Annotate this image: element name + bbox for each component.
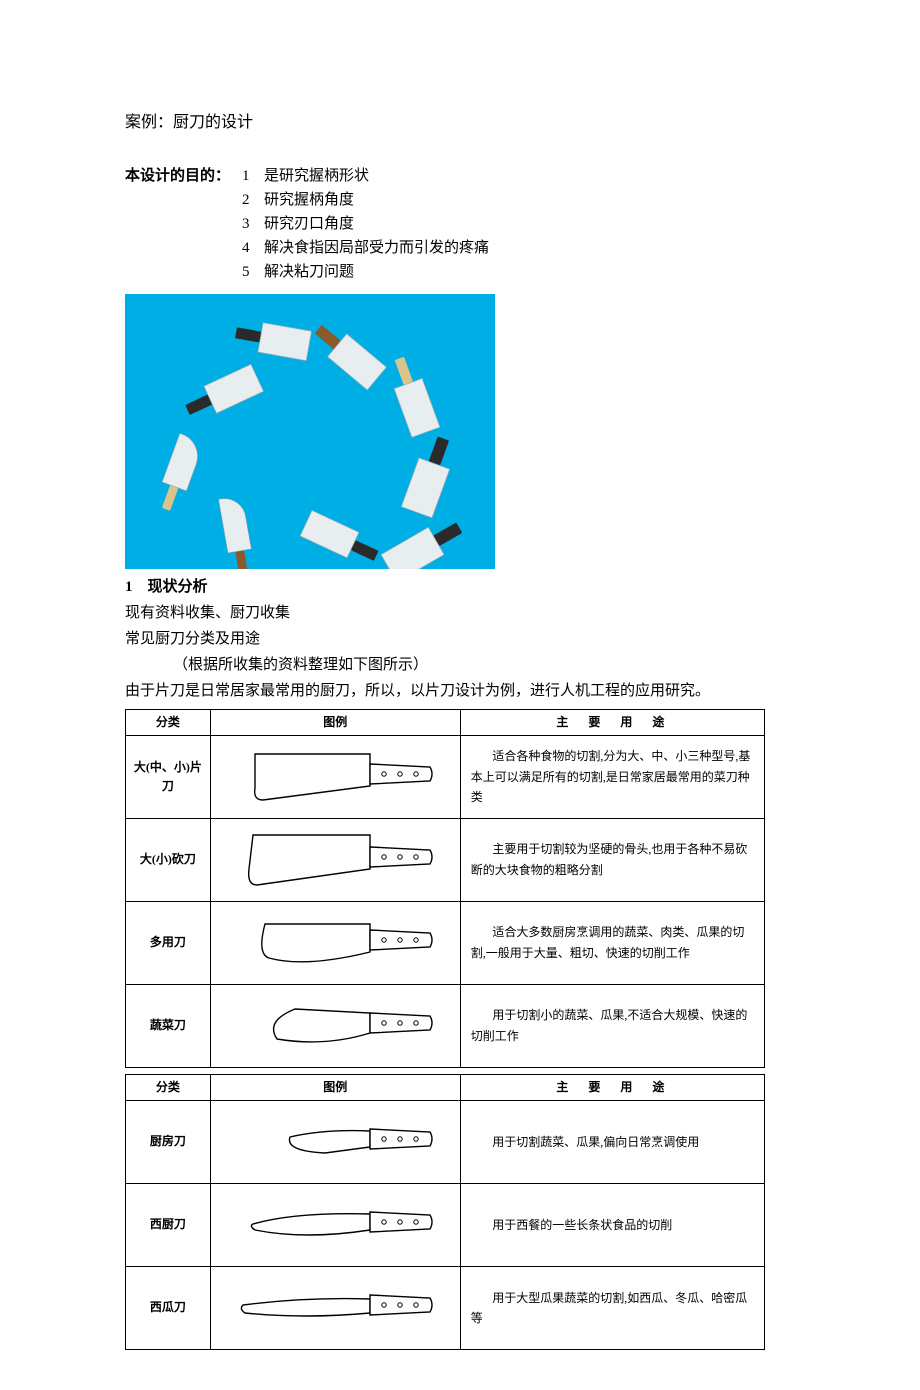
goal-item: 3研究刃口角度 [242,212,489,236]
cell-usage: 适合大多数厨房烹调用的蔬菜、肉类、瓜果的切割,一般用于大量、粗切、快速的切削工作 [460,901,764,984]
knife-tables: 分类图例主 要 用 途大(中、小)片刀适合各种食物的切割,分为大、中、小三种型号… [125,709,765,1350]
goals-label: 本设计的目的： [125,164,242,284]
goal-num: 3 [242,212,264,236]
section-1-heading: 1 现状分析 [125,575,795,599]
table-header: 图例 [210,709,460,735]
hero-image [125,294,495,569]
table-row: 西厨刀 用于西餐的一些长条状食品的切削 [126,1183,765,1266]
table-row: 蔬菜刀 用于切割小的蔬菜、瓜果,不适合大规模、快速的切削工作 [126,984,765,1067]
cell-illustration [210,735,460,818]
goal-item: 5解决粘刀问题 [242,260,489,284]
para-note: （根据所收集的资料整理如下图所示） [125,653,795,677]
cell-category: 多用刀 [126,901,211,984]
case-title: 案例：厨刀的设计 [125,110,795,136]
para-conclusion: 由于片刀是日常居家最常用的厨刀，所以，以片刀设计为例，进行人机工程的应用研究。 [125,679,795,703]
table-row: 多用刀 适合大多数厨房烹调用的蔬菜、肉类、瓜果的切割,一般用于大量、粗切、快速的切… [126,901,765,984]
hero-knife [381,513,467,568]
hero-knife [385,353,440,437]
cell-illustration [210,984,460,1067]
cell-usage: 主要用于切割较为坚硬的骨头,也用于各种不易砍断的大块食物的粗略分割 [460,818,764,901]
goal-text: 是研究握柄形状 [264,164,369,188]
goal-item: 4解决食指因局部受力而引发的疼痛 [242,236,489,260]
knife-line-art [235,1273,435,1343]
table-header: 主 要 用 途 [460,709,764,735]
cell-illustration [210,901,460,984]
cell-category: 西瓜刀 [126,1266,211,1349]
table-row: 大(中、小)片刀 适合各种食物的切割,分为大、中、小三种型号,基本上可以满足所有的… [126,735,765,818]
cell-category: 大(小)砍刀 [126,818,211,901]
knife-line-art [235,825,435,895]
hero-knife [401,432,459,517]
knife-line-art [235,908,435,978]
section-title: 现状分析 [148,579,208,595]
cell-illustration [210,1183,460,1266]
goal-num: 4 [242,236,264,260]
table-header: 分类 [126,1074,211,1100]
goal-num: 1 [242,164,264,188]
cell-usage: 用于切割小的蔬菜、瓜果,不适合大规模、快速的切削工作 [460,984,764,1067]
table-header: 分类 [126,709,211,735]
goals-list: 1是研究握柄形状2研究握柄角度3研究刃口角度4解决食指因局部受力而引发的疼痛5解… [242,164,489,284]
cell-category: 蔬菜刀 [126,984,211,1067]
knife-table: 分类图例主 要 用 途厨房刀 用于切割蔬菜、瓜果,偏向日常烹调使用西厨刀 用于西餐的… [125,1074,765,1350]
para-collect: 现有资料收集、厨刀收集 [125,601,795,625]
hero-knife [308,317,386,390]
table-row: 大(小)砍刀 主要用于切割较为坚硬的骨头,也用于各种不易砍断的大块食物的粗略分割 [126,818,765,901]
knife-table: 分类图例主 要 用 途大(中、小)片刀 适合各种食物的切割,分为大、中、小三种型号… [125,709,765,1068]
cell-illustration [210,818,460,901]
cell-usage: 用于切割蔬菜、瓜果,偏向日常烹调使用 [460,1100,764,1183]
para-classify: 常见厨刀分类及用途 [125,627,795,651]
cell-category: 大(中、小)片刀 [126,735,211,818]
design-goals: 本设计的目的： 1是研究握柄形状2研究握柄角度3研究刃口角度4解决食指因局部受力… [125,164,795,284]
goal-item: 1是研究握柄形状 [242,164,489,188]
goal-text: 研究握柄角度 [264,188,354,212]
goal-item: 2研究握柄角度 [242,188,489,212]
goal-text: 研究刃口角度 [264,212,354,236]
knife-line-art [235,1190,435,1260]
hero-knife [233,318,311,361]
hero-knife [300,510,382,569]
cell-usage: 用于大型瓜果蔬菜的切割,如西瓜、冬瓜、哈密瓜等 [460,1266,764,1349]
section-num: 1 [125,579,133,595]
table-row: 西瓜刀 用于大型瓜果蔬菜的切割,如西瓜、冬瓜、哈密瓜等 [126,1266,765,1349]
knife-line-art [235,1107,435,1177]
hero-knife [154,433,205,514]
table-header: 图例 [210,1074,460,1100]
cell-illustration [210,1266,460,1349]
cell-category: 厨房刀 [126,1100,211,1183]
hero-knife [181,364,264,424]
cell-usage: 用于西餐的一些长条状食品的切削 [460,1183,764,1266]
cell-category: 西厨刀 [126,1183,211,1266]
table-row: 厨房刀 用于切割蔬菜、瓜果,偏向日常烹调使用 [126,1100,765,1183]
cell-illustration [210,1100,460,1183]
hero-knife [218,494,256,568]
goal-num: 2 [242,188,264,212]
knife-line-art [235,991,435,1061]
goal-text: 解决食指因局部受力而引发的疼痛 [264,236,489,260]
goal-text: 解决粘刀问题 [264,260,354,284]
knife-line-art [235,742,435,812]
cell-usage: 适合各种食物的切割,分为大、中、小三种型号,基本上可以满足所有的切割,是日常家居… [460,735,764,818]
table-header: 主 要 用 途 [460,1074,764,1100]
goal-num: 5 [242,260,264,284]
